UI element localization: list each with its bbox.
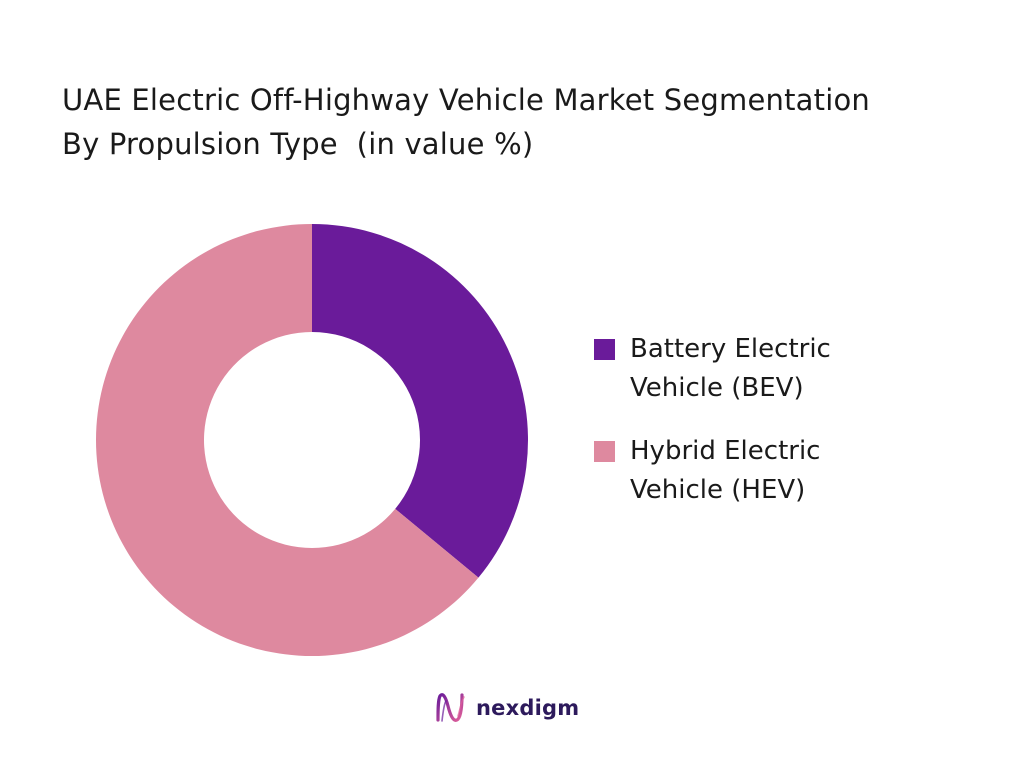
chart-title-line-1: UAE Electric Off-Highway Vehicle Market … (62, 83, 870, 117)
chart-title: UAE Electric Off-Highway Vehicle Market … (62, 78, 1002, 166)
legend-label-hev-line-1: Hybrid Electric (630, 436, 821, 466)
donut-slice-hev (96, 224, 479, 656)
legend-item-hev: Hybrid Electric Vehicle (HEV) (594, 432, 914, 510)
chart-legend: Battery Electric Vehicle (BEV) Hybrid El… (594, 330, 914, 534)
donut-slice-bev (312, 224, 529, 578)
legend-label-bev-line-2: Vehicle (BEV) (630, 373, 804, 403)
legend-item-bev: Battery Electric Vehicle (BEV) (594, 330, 914, 408)
brand-name: nexdigm (476, 696, 580, 720)
legend-label-hev-line-2: Vehicle (HEV) (630, 475, 806, 505)
legend-label-bev-line-1: Battery Electric (630, 334, 831, 364)
legend-swatch-bev (594, 339, 615, 360)
nexdigm-logo-icon (436, 693, 465, 722)
brand-logo: nexdigm (434, 688, 579, 728)
chart-title-line-2: By Propulsion Type (in value %) (62, 127, 534, 161)
legend-swatch-hev (594, 441, 615, 462)
